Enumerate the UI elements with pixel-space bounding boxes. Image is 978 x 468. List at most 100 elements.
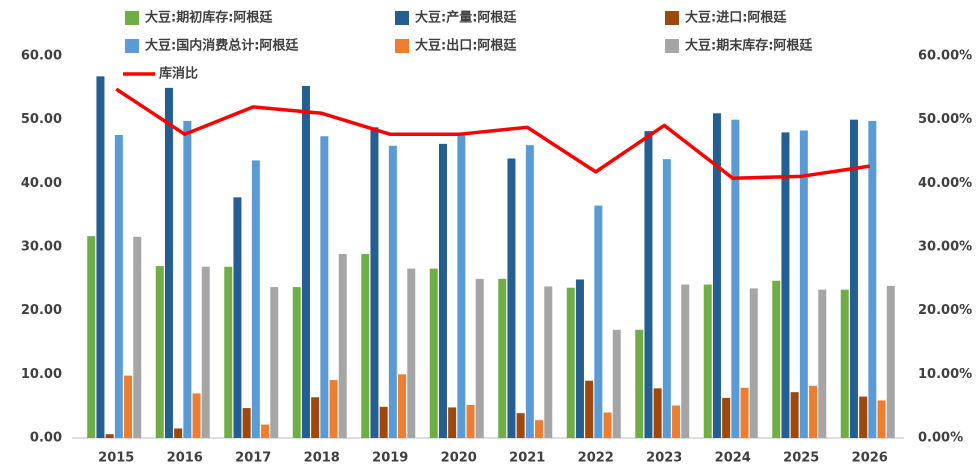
bar <box>566 287 575 438</box>
bar <box>379 406 388 438</box>
y-tick-label: 20.00 <box>21 303 62 318</box>
y2-tick-label: 30.00% <box>918 240 972 255</box>
y-tick-label: 50.00 <box>21 112 62 127</box>
x-tick-label: 2018 <box>304 451 340 466</box>
x-tick-label: 2017 <box>235 451 271 466</box>
bar <box>868 120 877 438</box>
legend-label: 库消比 <box>159 66 198 82</box>
bar <box>475 278 484 438</box>
bar <box>370 127 379 438</box>
bar <box>818 289 827 438</box>
bar <box>87 236 96 438</box>
bar <box>840 289 849 438</box>
legend-swatch <box>665 39 679 53</box>
bar <box>772 280 781 438</box>
bar <box>183 120 192 438</box>
y2-tick-label: 40.00% <box>918 176 972 191</box>
bar <box>292 287 301 438</box>
legend-label: 大豆:进口:阿根廷 <box>685 10 787 26</box>
bar <box>301 85 310 438</box>
bar <box>201 266 210 438</box>
bar <box>261 424 270 438</box>
x-tick-label: 2026 <box>852 451 888 466</box>
legend-swatch <box>665 11 679 25</box>
bar <box>575 279 584 438</box>
bar <box>448 407 457 438</box>
bar <box>644 131 653 439</box>
y2-tick-label: 20.00% <box>918 303 972 318</box>
bar <box>338 254 347 438</box>
bar <box>438 143 447 439</box>
bar <box>703 284 712 438</box>
bar <box>429 268 438 438</box>
bar <box>781 132 790 438</box>
bar <box>498 278 507 438</box>
bar <box>174 428 183 438</box>
y2-tick-label: 10.00% <box>918 367 972 382</box>
bar <box>681 284 690 438</box>
bar <box>233 197 242 438</box>
y-tick-label: 60.00 <box>21 49 62 64</box>
legend-swatch <box>125 11 139 25</box>
bar <box>635 329 644 438</box>
x-tick-label: 2019 <box>372 451 408 466</box>
legend-swatch <box>395 39 409 53</box>
bar <box>535 420 544 438</box>
bar <box>224 266 233 438</box>
x-tick-label: 2020 <box>441 451 477 466</box>
bar <box>114 134 123 439</box>
bar <box>320 136 329 438</box>
bar <box>722 397 731 438</box>
y2-tick-label: 60.00% <box>918 49 972 64</box>
bar <box>398 374 407 438</box>
bar <box>749 288 758 438</box>
bar <box>192 393 201 438</box>
bar <box>361 254 370 438</box>
bar <box>124 375 133 438</box>
bar <box>662 159 671 438</box>
bar <box>155 266 164 438</box>
y-tick-label: 0.00 <box>30 431 62 446</box>
bar <box>849 119 858 439</box>
bar <box>612 329 621 438</box>
y2-tick-label: 50.00% <box>918 112 972 127</box>
legend-label: 大豆:国内消费总计:阿根廷 <box>145 38 299 54</box>
bar <box>594 205 603 438</box>
y-tick-label: 40.00 <box>21 176 62 191</box>
x-tick-label: 2025 <box>783 451 819 466</box>
bar <box>105 434 114 438</box>
legend-swatch <box>125 39 139 53</box>
bar <box>311 397 320 438</box>
bar <box>329 380 338 438</box>
y2-tick-label: 0.00% <box>918 431 963 446</box>
bar <box>877 400 886 438</box>
bar <box>133 236 142 438</box>
bar <box>790 392 799 438</box>
bar <box>799 130 808 439</box>
bar <box>242 408 251 438</box>
x-tick-label: 2022 <box>578 451 614 466</box>
y-tick-label: 30.00 <box>21 240 62 255</box>
bar <box>809 385 818 438</box>
legend-swatch <box>395 11 409 25</box>
bar <box>525 145 534 438</box>
x-tick-label: 2016 <box>167 451 203 466</box>
legend-label: 大豆:期末库存:阿根廷 <box>685 38 813 54</box>
bar <box>507 158 516 438</box>
bar <box>164 87 173 438</box>
bar <box>731 119 740 439</box>
bar <box>544 286 553 438</box>
y-tick-label: 10.00 <box>21 367 62 382</box>
x-tick-label: 2015 <box>98 451 134 466</box>
bar <box>585 380 594 438</box>
legend-label: 大豆:产量:阿根廷 <box>415 10 517 26</box>
bar <box>672 405 681 438</box>
bar <box>388 145 397 438</box>
bar <box>859 396 868 438</box>
line-series <box>115 87 871 180</box>
bar <box>96 76 105 438</box>
bar <box>457 134 466 439</box>
bar <box>407 268 416 438</box>
x-tick-label: 2023 <box>646 451 682 466</box>
